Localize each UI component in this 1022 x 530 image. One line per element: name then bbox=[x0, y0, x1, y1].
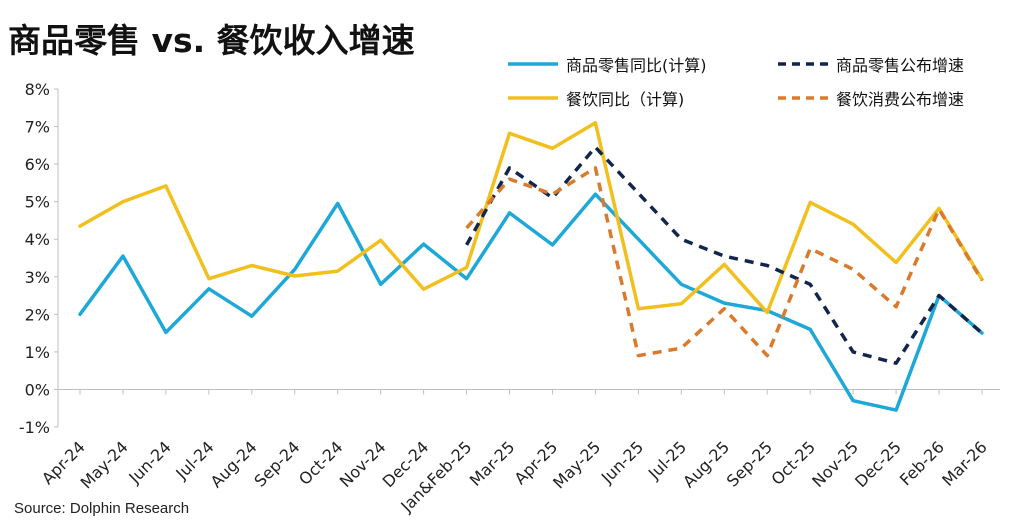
y-tick-label: 5% bbox=[25, 193, 50, 212]
x-tick-label: Nov-25 bbox=[808, 437, 862, 491]
legend-label-catering-published: 餐饮消费公布增速 bbox=[836, 90, 965, 109]
y-tick-label: 0% bbox=[25, 380, 50, 399]
x-tick-label: Dec-25 bbox=[851, 437, 905, 491]
series-line-retail-published bbox=[465, 145, 984, 365]
x-tick-label: Aug-24 bbox=[207, 437, 261, 491]
legend-item-retail-calc: 商品零售同比(计算) bbox=[508, 52, 707, 76]
legend-label-retail-published: 商品零售公布增速 bbox=[836, 56, 965, 75]
x-tick-label: May-24 bbox=[77, 437, 132, 492]
y-tick-label: 1% bbox=[25, 343, 50, 362]
legend-label-retail-calc: 商品零售同比(计算) bbox=[566, 56, 707, 75]
y-tick-label: 8% bbox=[25, 80, 50, 99]
y-tick-label: 3% bbox=[25, 268, 50, 287]
x-tick-label: May-25 bbox=[549, 437, 604, 492]
legend-swatch-retail-calc bbox=[508, 62, 558, 66]
legend-item-catering-published: 餐饮消费公布增速 bbox=[778, 86, 964, 110]
y-tick-label: 2% bbox=[25, 305, 50, 324]
y-tick-label: -1% bbox=[19, 418, 50, 437]
legend-item-retail-published: 商品零售公布增速 bbox=[778, 52, 964, 76]
x-tick-label: Mar-26 bbox=[938, 437, 991, 490]
legend-label-catering-calc: 餐饮同比（计算) bbox=[566, 90, 685, 109]
x-tick-label: Sep-25 bbox=[723, 437, 776, 490]
legend-item-catering-calc: 餐饮同比（计算) bbox=[508, 86, 684, 110]
x-tick-label: Jun-24 bbox=[124, 437, 174, 487]
y-tick-label: 6% bbox=[25, 155, 50, 174]
y-tick-label: 7% bbox=[25, 118, 50, 137]
x-tick-label: Feb-26 bbox=[896, 437, 948, 489]
series-line-catering-published bbox=[465, 166, 984, 358]
x-tick-label: Aug-25 bbox=[679, 437, 733, 491]
x-tick-label: Jun-25 bbox=[597, 437, 647, 487]
x-tick-label: Nov-24 bbox=[336, 437, 390, 491]
x-tick-label: Sep-24 bbox=[250, 437, 303, 490]
chart-title: 商品零售 vs. 餐饮收入增速 bbox=[8, 21, 415, 60]
series-line-catering-calc bbox=[78, 121, 984, 315]
source-note: Source: Dolphin Research bbox=[14, 500, 190, 517]
y-tick-label: 4% bbox=[25, 230, 50, 249]
x-tick-label: Mar-25 bbox=[466, 437, 519, 490]
legend-swatch-catering-calc bbox=[508, 96, 558, 100]
series-line-retail-calc bbox=[78, 192, 984, 412]
